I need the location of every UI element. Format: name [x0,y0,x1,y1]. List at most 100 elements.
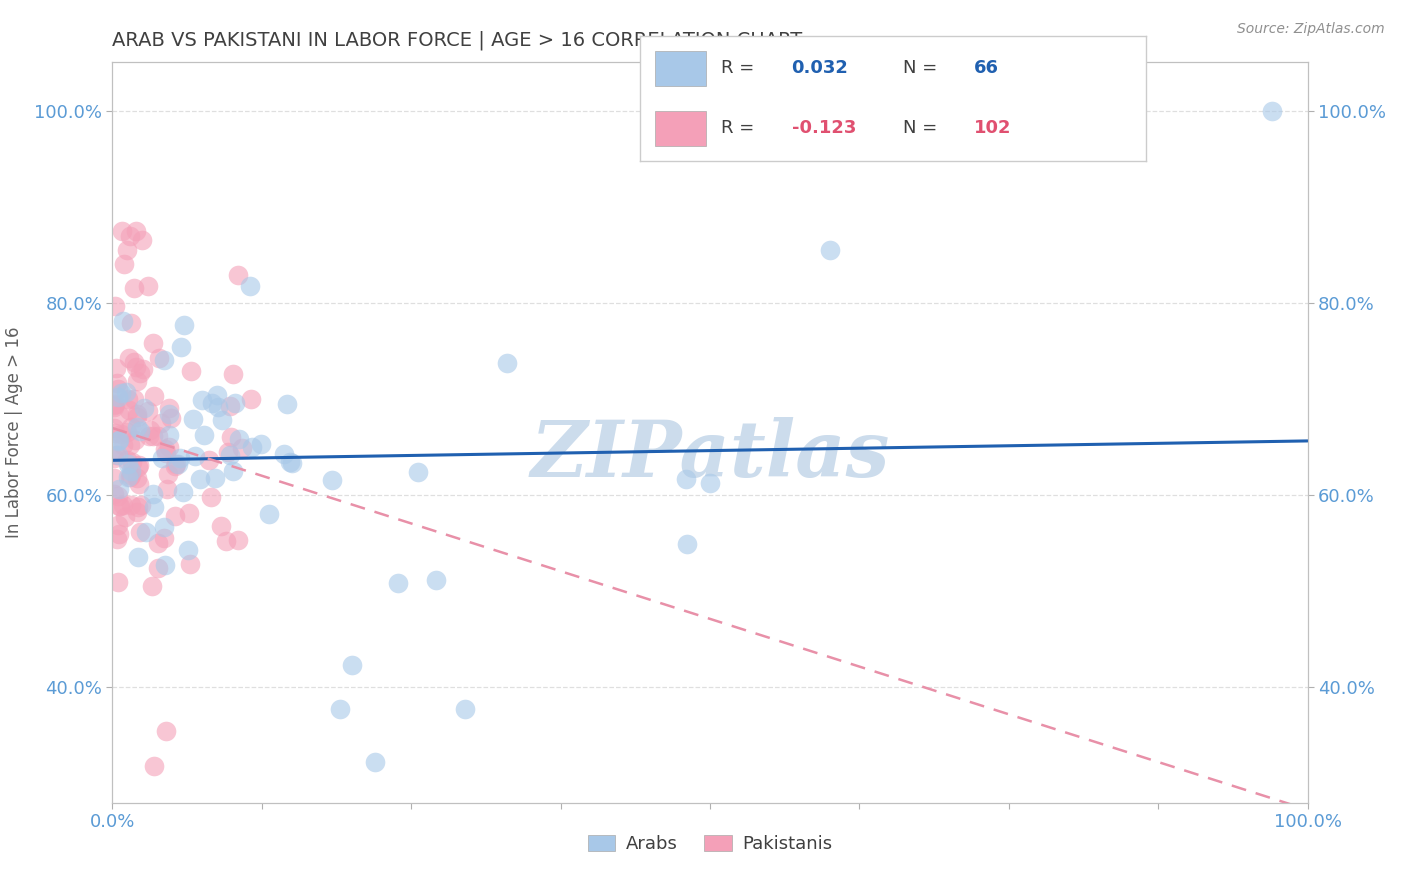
Point [153,520,176,534]
Point [157,428,180,442]
Point [259,507,281,521]
Text: ZIPatlas: ZIPatlas [530,417,890,493]
Text: Source: ZipAtlas.com: Source: ZipAtlas.com [1237,22,1385,37]
Point [226,268,249,283]
Point [222,367,245,381]
Point [173,318,195,333]
Point [146,536,169,550]
Point [127,374,149,388]
Point [128,458,150,472]
Point [111,438,134,452]
Point [149,416,172,430]
Point [156,482,179,496]
Point [217,444,239,458]
Point [127,410,149,425]
Point [204,471,226,485]
Point [127,550,149,565]
Point [127,420,149,434]
Point [129,525,152,540]
Point [177,543,200,558]
Point [219,399,242,413]
Point [207,388,229,402]
Point [105,448,128,462]
Point [240,392,263,407]
Point [110,426,132,441]
Point [179,557,201,571]
Point [103,398,125,412]
Point [114,257,135,271]
Point [114,385,136,400]
Point [675,537,697,551]
Point [200,490,222,504]
Point [138,428,160,442]
Point [103,451,125,466]
Point [148,428,170,442]
Point [107,434,129,448]
Text: R =: R = [721,120,759,137]
Point [104,397,127,411]
Point [170,340,193,354]
Point [181,412,204,426]
Point [110,386,132,401]
Point [172,484,194,499]
Point [142,389,165,403]
Point [105,532,128,546]
Point [115,453,138,467]
Point [125,360,148,375]
Point [136,404,159,418]
Point [122,392,145,407]
Point [193,428,215,442]
Point [107,382,129,396]
Point [165,458,187,472]
Point [425,573,447,587]
Point [112,314,135,328]
Point [177,506,200,520]
Point [200,396,222,410]
Point [108,434,131,448]
Point [231,441,253,455]
Point [127,460,149,475]
Point [118,470,141,484]
Point [120,419,142,434]
Point [818,243,841,257]
Point [150,450,173,465]
Point [143,500,166,515]
Text: ARAB VS PAKISTANI IN LABOR FORCE | AGE > 16 CORRELATION CHART: ARAB VS PAKISTANI IN LABOR FORCE | AGE >… [112,30,803,50]
Point [105,376,128,390]
Point [117,470,139,484]
Point [167,457,190,471]
Point [125,407,148,421]
Point [125,224,148,238]
Legend: Arabs, Pakistanis: Arabs, Pakistanis [581,828,839,861]
Point [280,456,302,470]
Point [157,440,180,454]
Point [276,397,298,411]
FancyBboxPatch shape [655,111,706,145]
Point [180,363,202,377]
Point [104,299,127,313]
Point [142,487,165,501]
Point [107,499,129,513]
Point [1261,103,1284,118]
Text: 66: 66 [974,59,998,77]
Point [118,437,141,451]
Point [239,279,262,293]
Point [111,498,134,512]
Point [111,224,134,238]
Point [211,413,233,427]
Point [226,533,249,548]
Point [103,400,125,414]
Point [108,527,131,541]
Point [120,464,142,478]
Point [207,401,229,415]
Point [138,279,160,293]
Text: 102: 102 [974,120,1011,137]
Point [107,448,129,462]
Point [155,723,177,738]
Point [163,509,186,524]
Point [107,489,129,503]
Point [103,421,125,435]
Point [108,482,131,496]
Point [108,408,131,422]
Point [127,500,149,515]
